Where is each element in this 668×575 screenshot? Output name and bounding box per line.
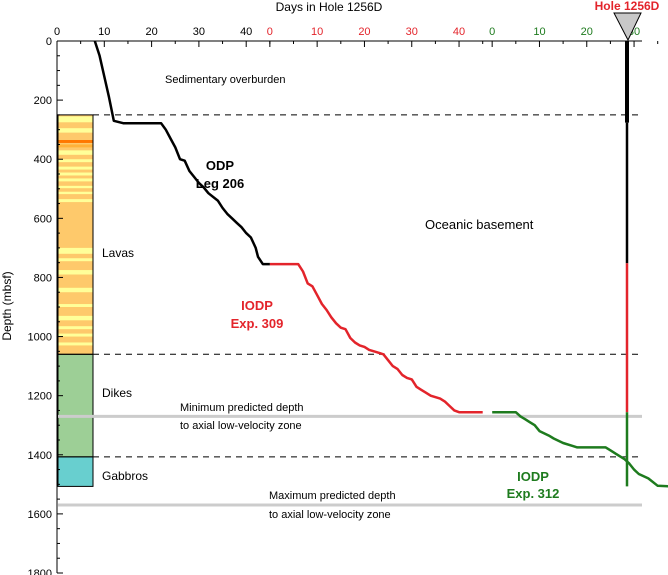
series-label-exp309-line1: IODP <box>241 298 273 313</box>
x-tick-label: 0 <box>267 26 273 38</box>
y-axis: 0 200 400 600 800 1000 1200 1400 1600 1800 <box>28 36 63 575</box>
x-tick-label: 30 <box>406 26 418 38</box>
x-tick-label: 10 <box>311 26 323 38</box>
x-tick-label: 0 <box>489 26 495 38</box>
lava-flow-band <box>58 150 93 155</box>
predicted-min-label-line1: Minimum predicted depth <box>180 402 304 414</box>
boundary-lines <box>58 114 642 507</box>
series-line-iodp-exp-309 <box>269 262 483 414</box>
lithology-label-gabbros: Gabbros <box>102 469 148 483</box>
series-line-iodp-exp-312 <box>492 410 668 488</box>
hole-marker-icon <box>613 12 642 42</box>
lava-flow-band <box>58 140 93 143</box>
lava-flow-band <box>58 287 93 293</box>
predicted-max-label-line1: Maximum predicted depth <box>269 490 396 502</box>
x-tick-label: 30 <box>193 26 205 38</box>
y-tick-label: 400 <box>34 154 52 166</box>
x-axes: 010203040010203040010203040 <box>54 26 659 47</box>
lava-flow-band <box>58 333 93 337</box>
x-tick-label: 10 <box>533 26 545 38</box>
region-label-basement: Oceanic basement <box>425 217 534 232</box>
y-tick-label: 1600 <box>28 509 52 521</box>
y-tick-label: 1800 <box>28 568 52 575</box>
lava-flow-band <box>58 116 93 123</box>
lava-flow-band <box>58 326 93 330</box>
predicted-min-label-line2: to axial low-velocity zone <box>180 420 302 432</box>
lithology-label-dikes: Dikes <box>102 386 132 400</box>
y-tick-label: 1000 <box>28 332 52 344</box>
lava-flow-band <box>58 128 93 133</box>
lithology-unit-dikes <box>58 354 93 457</box>
y-tick-label: 1200 <box>28 391 52 403</box>
lithology-column <box>57 114 94 487</box>
lithology-unit-gabbros <box>58 456 93 487</box>
lava-flow-band <box>58 172 93 176</box>
predicted-max-label-line2: to axial low-velocity zone <box>269 509 391 521</box>
lava-flow-band <box>58 342 93 346</box>
series-label-leg206-line2: Leg 206 <box>196 176 244 191</box>
y-axis-title: Depth (mbsf) <box>0 271 14 340</box>
y-tick-label: 200 <box>34 95 52 107</box>
x-tick-label: 20 <box>145 26 157 38</box>
series-label-exp312-line1: IODP <box>517 469 549 484</box>
lava-flow-band <box>58 159 93 163</box>
x-tick-label: 40 <box>240 26 252 38</box>
y-tick-label: 0 <box>46 36 52 48</box>
x-tick-label: 20 <box>581 26 593 38</box>
lava-flow-band <box>58 191 93 195</box>
lava-flow-band <box>58 178 93 182</box>
series-line-odp-leg-206 <box>93 40 270 266</box>
x-tick-label: 20 <box>358 26 370 38</box>
lithology-label-lavas: Lavas <box>102 246 134 260</box>
y-tick-label: 600 <box>34 213 52 225</box>
series-label-exp309-line2: Exp. 309 <box>231 316 284 331</box>
lava-flow-band <box>58 270 93 275</box>
lava-flow-band <box>58 199 93 203</box>
x-tick-label: 0 <box>54 26 60 38</box>
series-label-leg206-line1: ODP <box>206 158 235 173</box>
lava-flow-band <box>58 166 93 170</box>
lava-flow-band <box>58 315 93 321</box>
hole-column: Hole 1256D <box>595 0 660 487</box>
lava-flow-band <box>58 144 93 148</box>
x-axis-title: Days in Hole 1256D <box>276 0 383 14</box>
series-label-exp312-line2: Exp. 312 <box>507 486 560 501</box>
x-tick-label: 10 <box>98 26 110 38</box>
lava-flow-band <box>58 304 93 307</box>
series <box>93 40 668 488</box>
y-tick-label: 800 <box>34 272 52 284</box>
region-label-sedimentary: Sedimentary overburden <box>165 74 285 86</box>
lava-flow-band <box>58 185 93 189</box>
y-tick-label: 1400 <box>28 450 52 462</box>
lava-flow-band <box>58 247 93 254</box>
lithology-unit-outline <box>57 456 94 487</box>
x-tick-label: 40 <box>453 26 465 38</box>
lava-flow-band <box>58 258 93 262</box>
hole-title: Hole 1256D <box>595 0 660 13</box>
